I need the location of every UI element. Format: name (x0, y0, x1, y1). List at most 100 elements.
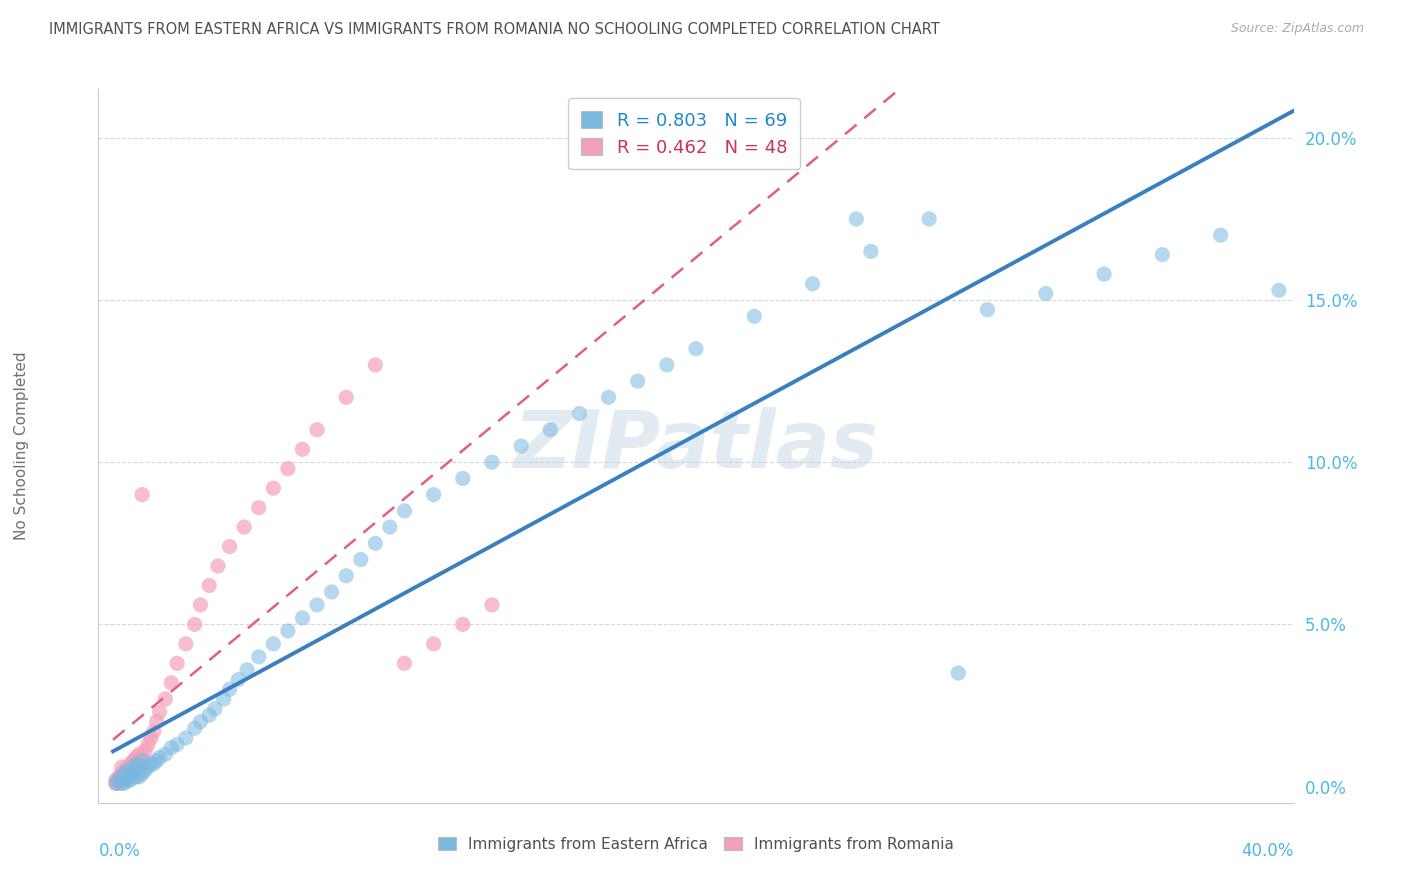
Point (108, 770, 131, 784)
Point (134, 744, 156, 758)
Point (422, 488, 444, 502)
Point (155, 747, 177, 761)
Point (111, 766, 134, 780)
Point (114, 770, 136, 784)
Point (136, 760, 159, 774)
Point (160, 740, 183, 755)
Point (160, 675, 183, 690)
Point (166, 738, 188, 752)
Point (305, 598, 328, 612)
Point (117, 773, 139, 788)
Text: 0.0%: 0.0% (98, 842, 141, 860)
Point (538, 423, 561, 437)
Point (335, 390, 357, 404)
Legend: Immigrants from Eastern Africa, Immigrants from Romania: Immigrants from Eastern Africa, Immigran… (430, 829, 962, 859)
Point (451, 617, 474, 632)
Point (125, 760, 148, 774)
Point (277, 624, 299, 638)
Point (131, 750, 153, 764)
Point (204, 702, 226, 716)
Point (145, 714, 167, 729)
Point (1092, 267, 1115, 281)
Point (228, 673, 250, 687)
Point (277, 461, 299, 475)
Point (918, 211, 941, 226)
Point (108, 773, 131, 788)
Y-axis label: No Schooling Completed: No Schooling Completed (14, 351, 30, 541)
Point (117, 764, 139, 778)
Point (128, 770, 150, 784)
Point (104, 776, 127, 790)
Point (627, 374, 650, 388)
Text: 40.0%: 40.0% (1241, 842, 1294, 860)
Text: ZIPatlas: ZIPatlas (513, 407, 879, 485)
Point (378, 520, 401, 534)
Point (859, 244, 882, 259)
Point (134, 764, 156, 778)
Point (120, 766, 142, 780)
Point (183, 721, 205, 735)
Point (291, 611, 314, 625)
Point (451, 471, 474, 485)
Point (108, 776, 131, 790)
Point (394, 504, 416, 518)
Point (598, 390, 620, 404)
Point (481, 598, 503, 612)
Point (198, 578, 221, 592)
Point (166, 657, 188, 671)
Point (190, 714, 212, 729)
Point (122, 770, 145, 784)
Point (104, 773, 127, 788)
Point (122, 760, 145, 774)
Point (262, 637, 284, 651)
Point (198, 708, 221, 723)
Point (321, 585, 343, 599)
Point (128, 760, 150, 774)
Point (305, 423, 328, 437)
Text: IMMIGRANTS FROM EASTERN AFRICA VS IMMIGRANTS FROM ROMANIA NO SCHOOLING COMPLETED: IMMIGRANTS FROM EASTERN AFRICA VS IMMIGR… (49, 22, 941, 37)
Point (125, 750, 148, 764)
Point (394, 657, 416, 671)
Text: Source: ZipAtlas.com: Source: ZipAtlas.com (1230, 22, 1364, 36)
Point (422, 637, 444, 651)
Point (149, 705, 172, 719)
Point (1152, 247, 1174, 261)
Point (139, 756, 162, 771)
Point (481, 455, 503, 469)
Point (568, 407, 591, 421)
Point (685, 342, 707, 356)
Point (125, 756, 148, 771)
Point (120, 756, 142, 771)
Point (122, 764, 145, 778)
Point (236, 663, 259, 677)
Point (1209, 228, 1232, 243)
Point (128, 756, 150, 771)
Point (120, 766, 142, 780)
Point (139, 731, 162, 745)
Point (125, 770, 148, 784)
Point (111, 773, 134, 788)
Point (131, 488, 153, 502)
Point (742, 310, 765, 324)
Point (976, 302, 998, 317)
Point (142, 724, 165, 739)
Point (218, 540, 240, 554)
Point (190, 598, 212, 612)
Point (117, 760, 139, 774)
Point (104, 776, 127, 790)
Point (948, 666, 970, 681)
Point (801, 277, 824, 291)
Point (111, 776, 134, 790)
Point (114, 776, 136, 790)
Point (845, 211, 868, 226)
Point (655, 358, 678, 372)
Point (247, 649, 270, 664)
Point (128, 747, 150, 761)
Point (136, 738, 159, 752)
Point (120, 773, 142, 788)
Point (145, 754, 167, 768)
Point (207, 559, 229, 574)
Point (114, 766, 136, 780)
Point (218, 682, 240, 697)
Point (131, 754, 153, 768)
